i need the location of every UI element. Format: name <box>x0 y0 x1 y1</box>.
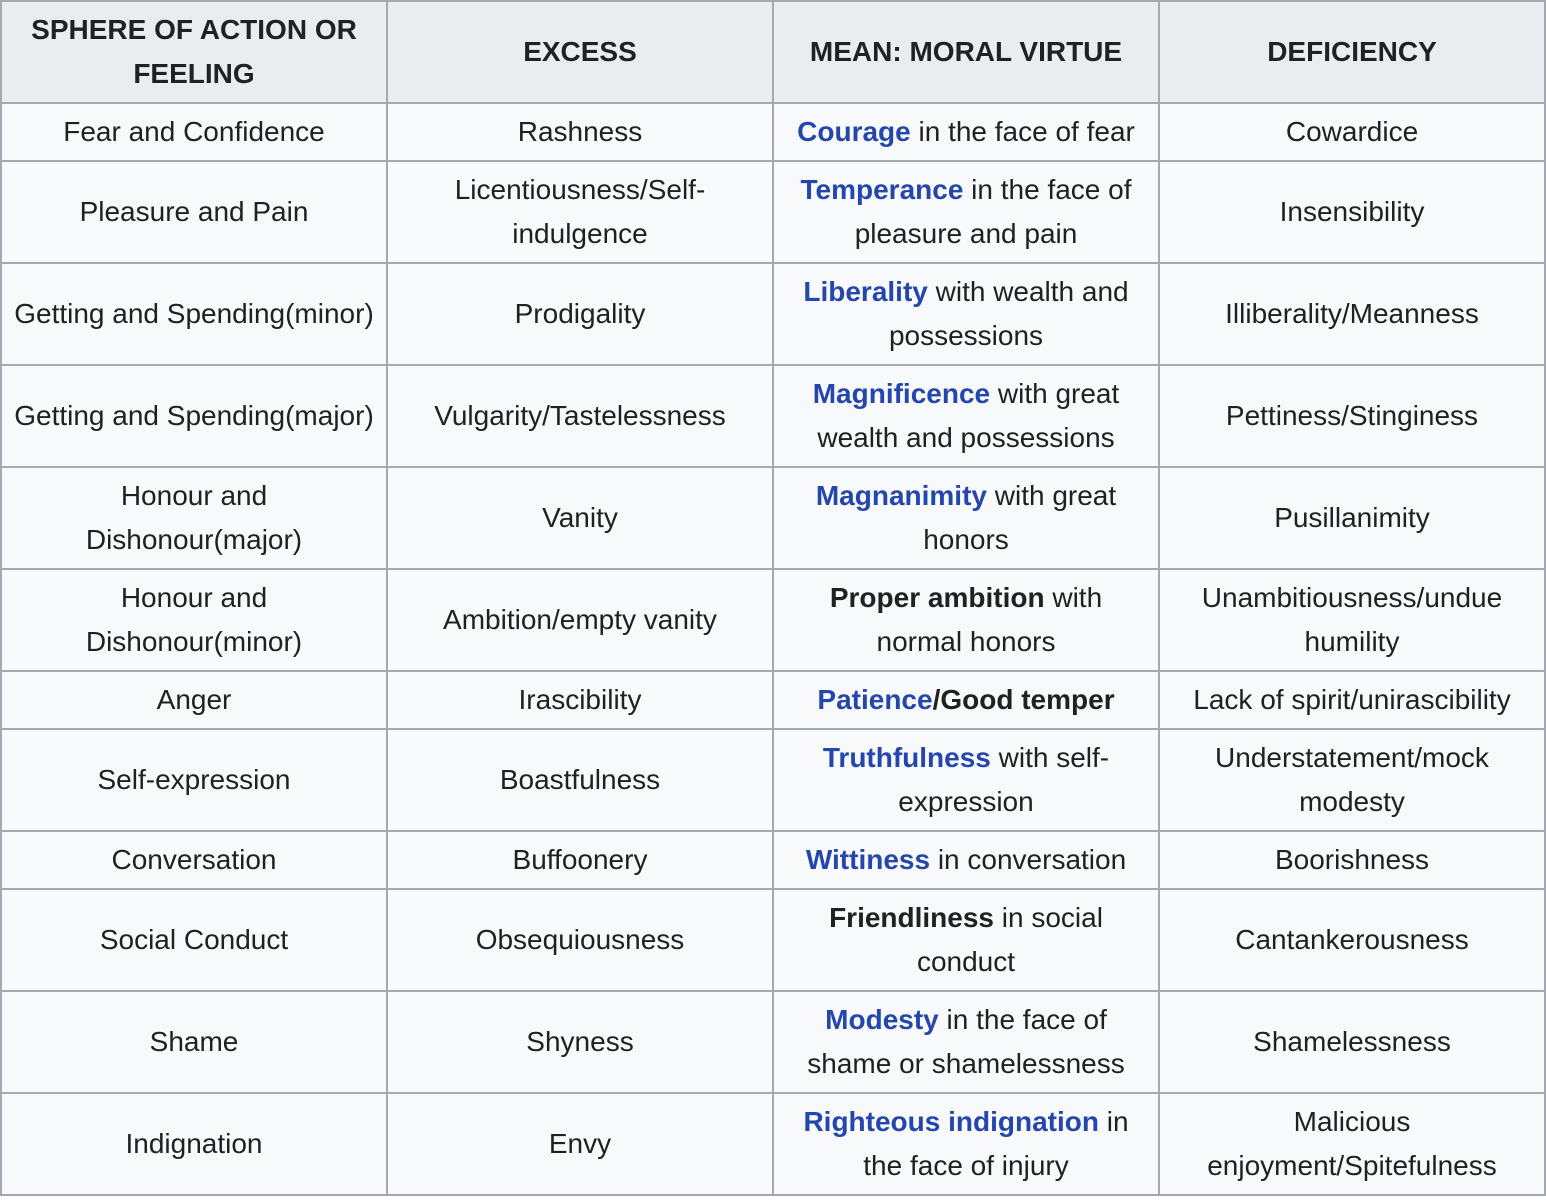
sphere-cell: Pleasure and Pain <box>0 160 388 264</box>
deficiency-cell: Lack of spirit/unirascibility <box>1158 670 1546 730</box>
mean-cell: Truthfulness with self-expression <box>772 728 1160 832</box>
column-header-excess: EXCESS <box>386 0 774 104</box>
virtue-link[interactable]: Patience <box>817 684 933 715</box>
virtue-link[interactable]: Wittiness <box>805 844 931 875</box>
sphere-cell: Fear and Confidence <box>0 102 388 162</box>
table-row: Getting and Spending(minor) Prodigality Li… <box>0 262 1546 366</box>
excess-cell: Buffoonery <box>386 830 774 890</box>
column-header-mean: MEAN: MORAL VIRTUE <box>772 0 1160 104</box>
mean-description-text: in the face of shame or shamelessness <box>807 1004 1125 1079</box>
excess-cell: Boastfulness <box>386 728 774 832</box>
excess-cell: Vulgarity/Tastelessness <box>386 364 774 468</box>
mean-description-text: in the face of injury <box>863 1106 1129 1181</box>
mean-cell: Friendliness in social conduct <box>772 888 1160 992</box>
table-body: Fear and Confidence Rashness Courage in th… <box>0 102 1546 1196</box>
mean-description-text: with wealth and possessions <box>888 276 1129 351</box>
excess-cell: Envy <box>386 1092 774 1196</box>
table-row: Getting and Spending(major) Vulgarity/Tas… <box>0 364 1546 468</box>
deficiency-cell: Insensibility <box>1158 160 1546 264</box>
virtue-link[interactable]: Magnificence <box>812 378 991 409</box>
column-header-deficiency: DEFICIENCY <box>1158 0 1546 104</box>
mean-cell: Courage in the face of fear <box>772 102 1160 162</box>
virtue-bold-text: Friendliness <box>829 902 994 933</box>
sphere-cell: Honour and Dishonour(minor) <box>0 568 388 672</box>
mean-cell: Righteous indignation in the face of inj… <box>772 1092 1160 1196</box>
sphere-cell: Getting and Spending(major) <box>0 364 388 468</box>
table-row: Fear and Confidence Rashness Courage in th… <box>0 102 1546 162</box>
mean-cell: Temperance in the face of pleasure and p… <box>772 160 1160 264</box>
mean-description-text: in the face of fear <box>910 116 1135 147</box>
sphere-cell: Social Conduct <box>0 888 388 992</box>
deficiency-cell: Malicious enjoyment/Spitefulness <box>1158 1092 1546 1196</box>
mean-description-text: with normal honors <box>876 582 1103 657</box>
table-row: Anger Irascibility Patience/Good temper Lac… <box>0 670 1546 730</box>
deficiency-cell: Understatement/mock modesty <box>1158 728 1546 832</box>
deficiency-cell: Illiberality/Meanness <box>1158 262 1546 366</box>
deficiency-cell: Pusillanimity <box>1158 466 1546 570</box>
excess-cell: Shyness <box>386 990 774 1094</box>
virtue-link[interactable]: Righteous indignation <box>803 1106 1099 1137</box>
deficiency-cell: Shamelessness <box>1158 990 1546 1094</box>
virtue-link[interactable]: Modesty <box>825 1004 939 1035</box>
deficiency-cell: Cantankerousness <box>1158 888 1546 992</box>
excess-cell: Ambition/empty vanity <box>386 568 774 672</box>
sphere-cell: Indignation <box>0 1092 388 1196</box>
sphere-cell: Anger <box>0 670 388 730</box>
deficiency-cell: Pettiness/Stinginess <box>1158 364 1546 468</box>
virtue-link[interactable]: Temperance <box>800 174 964 205</box>
deficiency-cell: Cowardice <box>1158 102 1546 162</box>
excess-cell: Irascibility <box>386 670 774 730</box>
excess-cell: Licentiousness/Self-indulgence <box>386 160 774 264</box>
virtue-link[interactable]: Courage <box>797 116 911 147</box>
virtue-link[interactable]: Magnanimity <box>815 480 987 511</box>
deficiency-cell: Boorishness <box>1158 830 1546 890</box>
table-row: Conversation Buffoonery Wittiness in conve… <box>0 830 1546 890</box>
mean-description-text: in conversation <box>930 844 1127 875</box>
table-row: Self-expression Boastfulness Truthfulness … <box>0 728 1546 832</box>
sphere-cell: Honour and Dishonour(major) <box>0 466 388 570</box>
header-row: SPHERE OF ACTION OR FEELING EXCESS MEAN:… <box>0 0 1546 104</box>
sphere-cell: Getting and Spending(minor) <box>0 262 388 366</box>
table-row: Honour and Dishonour(major) Vanity Magnani… <box>0 466 1546 570</box>
excess-cell: Prodigality <box>386 262 774 366</box>
mean-cell: Wittiness in conversation <box>772 830 1160 890</box>
mean-description-text: with self-expression <box>898 742 1110 817</box>
virtue-link[interactable]: Liberality <box>803 276 928 307</box>
excess-cell: Vanity <box>386 466 774 570</box>
sphere-cell: Self-expression <box>0 728 388 832</box>
mean-description-text: with great honors <box>923 480 1117 555</box>
table-row: Honour and Dishonour(minor) Ambition/empt… <box>0 568 1546 672</box>
virtue-link[interactable]: Truthfulness <box>822 742 991 773</box>
mean-description-text: in social conduct <box>916 902 1103 977</box>
table-row: Social Conduct Obsequiousness Friendliness… <box>0 888 1546 992</box>
mean-cell: Patience/Good temper <box>772 670 1160 730</box>
sphere-cell: Conversation <box>0 830 388 890</box>
table-row: Shame Shyness Modesty in the face of shame… <box>0 990 1546 1094</box>
mean-cell: Proper ambition with normal honors <box>772 568 1160 672</box>
deficiency-cell: Unambitiousness/undue humility <box>1158 568 1546 672</box>
excess-cell: Rashness <box>386 102 774 162</box>
mean-description-text: in the face of pleasure and pain <box>854 174 1132 249</box>
table-row: Pleasure and Pain Licentiousness/Self-ind… <box>0 160 1546 264</box>
mean-cell: Liberality with wealth and possessions <box>772 262 1160 366</box>
mean-description-text: with great wealth and possessions <box>817 378 1120 453</box>
excess-cell: Obsequiousness <box>386 888 774 992</box>
virtue-bold-text: Proper ambition <box>829 582 1045 613</box>
mean-cell: Modesty in the face of shame or shameles… <box>772 990 1160 1094</box>
table-row: Indignation Envy Righteous indignation in … <box>0 1092 1546 1196</box>
virtue-bold-text: /Good temper <box>932 684 1115 715</box>
sphere-cell: Shame <box>0 990 388 1094</box>
column-header-sphere: SPHERE OF ACTION OR FEELING <box>0 0 388 104</box>
mean-cell: Magnificence with great wealth and posse… <box>772 364 1160 468</box>
mean-cell: Magnanimity with great honors <box>772 466 1160 570</box>
